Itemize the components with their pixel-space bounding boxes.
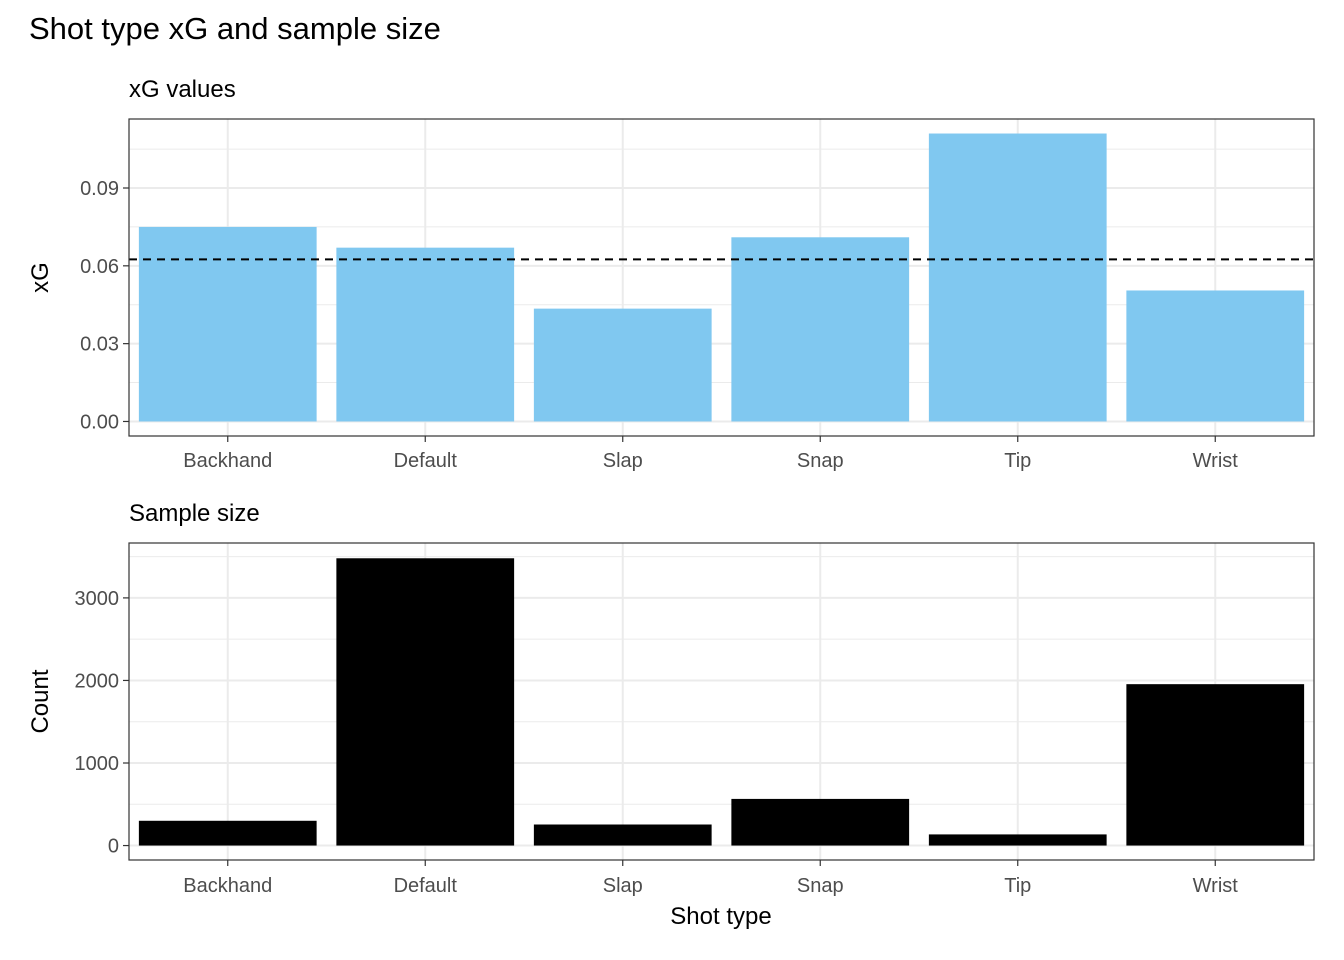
y-tick-label: 3000 xyxy=(75,588,120,610)
y-tick-label: 2000 xyxy=(75,670,120,692)
x-tick-label: Slap xyxy=(603,450,643,472)
chart-title: Shot type xG and sample size xyxy=(29,11,441,46)
panel-title: Sample size xyxy=(129,500,260,527)
bar-default xyxy=(336,558,515,846)
bar-slap xyxy=(533,824,712,846)
y-tick-label: 0 xyxy=(108,836,119,858)
bar-snap xyxy=(731,237,910,422)
x-axis-title: Shot type xyxy=(670,903,771,930)
y-axis-title: xG xyxy=(27,262,54,293)
bar-snap xyxy=(731,798,910,846)
bar-wrist xyxy=(1126,684,1305,846)
panel-2: Sample size 0 1000 2000 3000 Backhand Default S… xyxy=(27,500,1315,897)
panel-border xyxy=(128,118,1315,437)
x-tick-label: Default xyxy=(394,875,458,897)
y-tick-label: 0.03 xyxy=(80,334,119,356)
y-tick-label: 0.00 xyxy=(80,411,119,433)
bar-tip xyxy=(928,834,1107,846)
y-tick-label: 0.06 xyxy=(80,256,119,278)
x-tick-label: Wrist xyxy=(1193,875,1239,897)
x-tick-label: Snap xyxy=(797,450,844,472)
bar-backhand xyxy=(138,820,317,846)
x-tick-label: Slap xyxy=(603,875,643,897)
x-tick-label: Default xyxy=(394,450,458,472)
y-axis-title: Count xyxy=(27,669,54,733)
panel-title: xG values xyxy=(129,76,236,103)
bar-wrist xyxy=(1126,290,1305,422)
bar-default xyxy=(336,247,515,422)
bar-backhand xyxy=(138,226,317,422)
x-tick-label: Backhand xyxy=(183,450,272,472)
x-tick-label: Wrist xyxy=(1193,450,1239,472)
x-tick-label: Tip xyxy=(1004,450,1031,472)
bar-slap xyxy=(533,308,712,422)
panel-1: xG values 0.00 0.03 0.06 0.09 Backhand Default… xyxy=(27,76,1315,472)
y-tick-label: 1000 xyxy=(75,753,120,775)
panel-border xyxy=(128,542,1315,861)
x-tick-label: Backhand xyxy=(183,875,272,897)
x-tick-label: Snap xyxy=(797,875,844,897)
y-tick-label: 0.09 xyxy=(80,178,119,200)
bar-tip xyxy=(928,133,1107,422)
x-tick-label: Tip xyxy=(1004,875,1031,897)
